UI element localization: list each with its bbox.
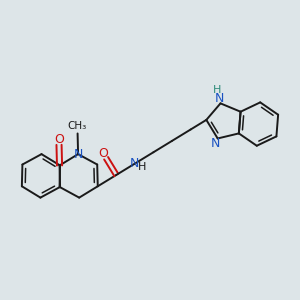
Text: N: N xyxy=(74,148,83,160)
Text: O: O xyxy=(98,147,108,160)
Text: CH₃: CH₃ xyxy=(68,121,87,131)
Text: N: N xyxy=(211,137,220,150)
Text: N: N xyxy=(214,92,224,105)
Text: H: H xyxy=(213,85,221,95)
Text: O: O xyxy=(54,133,64,146)
Text: N: N xyxy=(130,157,140,170)
Text: H: H xyxy=(138,162,146,172)
